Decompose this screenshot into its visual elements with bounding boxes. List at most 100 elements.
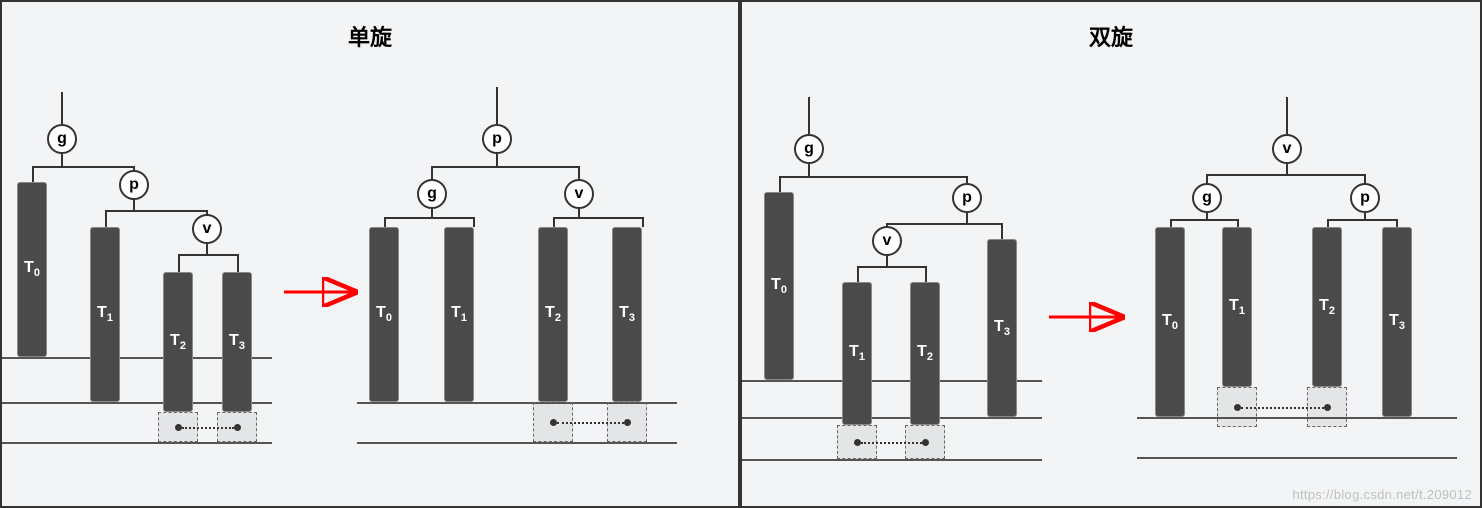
edge (178, 254, 238, 256)
node-label: v (883, 232, 892, 250)
edge (808, 97, 810, 134)
edge (966, 213, 968, 223)
edge (178, 254, 180, 272)
bar-label: T0 (771, 276, 787, 296)
baseline (357, 442, 677, 444)
bar-T3: T3 (222, 272, 252, 412)
edge (886, 223, 1002, 225)
edge (105, 210, 107, 227)
baseline (2, 442, 272, 444)
bar-T3: T3 (612, 227, 642, 402)
panel-single-rotation: 单旋 g p v T0 T1 T2 T3 (0, 0, 740, 508)
bar-T1: T1 (1222, 227, 1252, 387)
bar-T3: T3 (1382, 227, 1412, 417)
bar-label: T3 (619, 304, 635, 324)
edge (32, 166, 34, 182)
bar-T2: T2 (1312, 227, 1342, 387)
edge (886, 256, 888, 266)
link-dot (854, 439, 861, 446)
edge (779, 176, 781, 192)
bar-label: T0 (1162, 312, 1178, 332)
node-label: p (1360, 189, 1370, 207)
canvas-left: g p v T0 T1 T2 T3 (2, 2, 738, 506)
transform-arrow-icon (282, 277, 362, 307)
watermark-text: https://blog.csdn.net/t.209012 (1292, 487, 1472, 502)
link-line (557, 422, 624, 424)
edge (61, 154, 63, 166)
bar-label: T1 (451, 304, 467, 324)
edge (1206, 174, 1364, 176)
node-label: p (492, 130, 502, 148)
link-dot (624, 419, 631, 426)
link-dot (234, 424, 241, 431)
edge (1396, 219, 1398, 227)
bar-T2: T2 (910, 282, 940, 425)
bar-T1: T1 (842, 282, 872, 425)
node-p: p (482, 124, 512, 154)
edge (105, 210, 207, 212)
edge (578, 209, 580, 217)
baseline (742, 417, 1042, 419)
node-label: v (1283, 140, 1292, 158)
node-g: g (417, 179, 447, 209)
edge (553, 217, 643, 219)
edge (1237, 219, 1239, 227)
bar-label: T2 (917, 343, 933, 363)
node-label: g (804, 140, 814, 158)
bar-T2: T2 (538, 227, 568, 402)
bar-T1: T1 (444, 227, 474, 402)
edge (384, 217, 386, 227)
edge (553, 217, 555, 227)
edge (133, 200, 135, 210)
node-label: g (427, 185, 437, 203)
baseline (1137, 417, 1457, 419)
node-v: v (872, 226, 902, 256)
edge (1206, 174, 1208, 183)
bar-label: T0 (376, 304, 392, 324)
node-label: g (57, 130, 67, 148)
edge (1364, 174, 1366, 183)
edge (431, 166, 433, 179)
link-dot (1234, 404, 1241, 411)
bar-T0: T0 (17, 182, 47, 357)
edge (925, 266, 927, 282)
edge (578, 166, 580, 179)
canvas-right: g p v T0 T1 T2 T3 v (742, 2, 1480, 506)
link-line (182, 427, 234, 429)
link-line (861, 442, 922, 444)
edge (779, 176, 967, 178)
edge (1170, 219, 1172, 227)
edge (496, 87, 498, 124)
bar-label: T2 (170, 332, 186, 352)
edge (808, 164, 810, 176)
node-v: v (564, 179, 594, 209)
baseline (1137, 457, 1457, 459)
bar-T2: T2 (163, 272, 193, 412)
edge (857, 266, 927, 268)
edge (431, 209, 433, 217)
edge (1001, 223, 1003, 239)
edge (1327, 219, 1329, 227)
bar-label: T3 (994, 318, 1010, 338)
bar-label: T3 (1389, 312, 1405, 332)
edge (496, 154, 498, 166)
edge (384, 217, 474, 219)
node-p: p (952, 183, 982, 213)
edge (857, 266, 859, 282)
node-label: p (129, 176, 139, 194)
node-label: p (962, 189, 972, 207)
transform-arrow-icon (1047, 302, 1129, 332)
edge (966, 176, 968, 183)
edge (1327, 219, 1397, 221)
edge (237, 254, 239, 272)
edge (431, 166, 579, 168)
bar-T0: T0 (764, 192, 794, 380)
edge (642, 217, 644, 227)
bar-label: T2 (545, 304, 561, 324)
edge (1170, 219, 1238, 221)
bar-T0: T0 (1155, 227, 1185, 417)
link-line (1241, 407, 1324, 409)
node-g: g (794, 134, 824, 164)
node-label: v (575, 185, 584, 203)
edge (61, 92, 63, 124)
